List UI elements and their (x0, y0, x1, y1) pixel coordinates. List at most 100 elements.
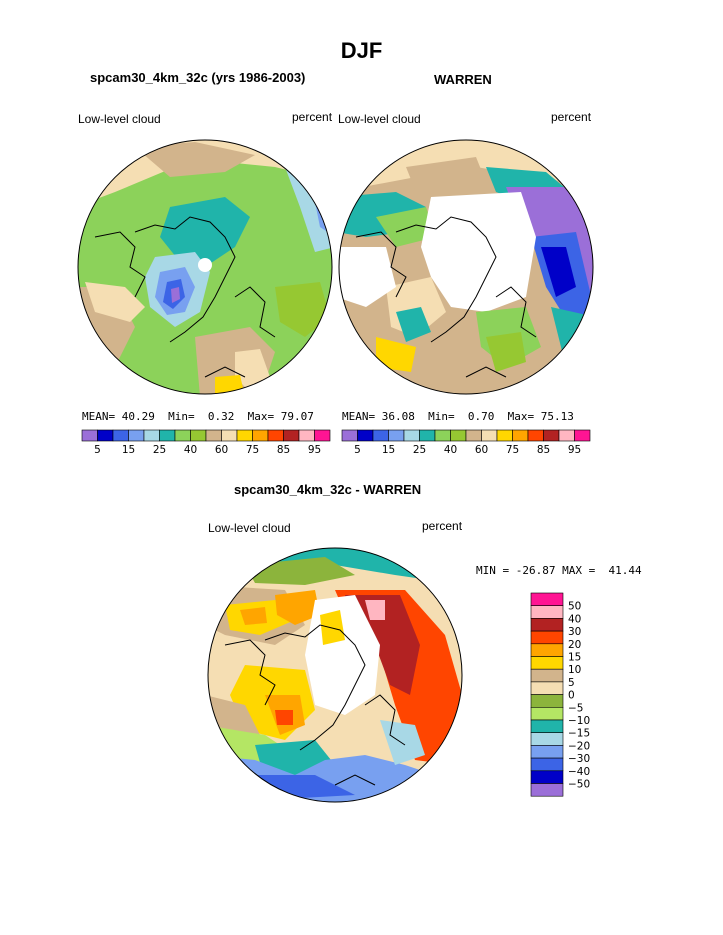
panel2-map-border (338, 139, 594, 395)
panel3-region (240, 607, 267, 625)
panel1-colorbar-box (159, 429, 176, 442)
panel1-left-label: Low-level cloud (78, 112, 161, 126)
panel3-colorbar-box (530, 592, 564, 606)
panel2-region (406, 157, 486, 197)
panel2-title: WARREN (434, 72, 492, 87)
panel1-colorbar-box (298, 429, 315, 442)
panel2-colorbar-box (388, 429, 405, 442)
panel2-colorbar-box (372, 429, 389, 442)
panel1-colorbar-tick-label: 15 (122, 444, 135, 456)
panel3-region (365, 600, 385, 620)
panel1-coastline (134, 216, 276, 378)
panel1-colorbar-box (283, 429, 300, 442)
panel3-colorbar-tick-label: 40 (568, 613, 581, 625)
panel2-colorbar-box (403, 429, 420, 442)
panel3-colorbar-box (530, 618, 564, 632)
panel3-region (275, 590, 320, 625)
panel2-colorbar-box (558, 429, 575, 442)
panel3-colorbar-box (530, 668, 564, 683)
panel3-colorbar-tick-label: 20 (568, 639, 581, 651)
panel3-colorbar-tick-label: 30 (568, 626, 581, 638)
panel1-pole (198, 258, 212, 272)
panel1-region (215, 375, 245, 394)
panel3-colorbar-tick-label: −30 (568, 753, 590, 765)
panel3-colorbar-tick-label: 5 (568, 677, 575, 689)
panel3-stats: MIN = -26.87 MAX = 41.44 (476, 564, 642, 577)
panel3-left-label: Low-level cloud (208, 521, 291, 535)
panel2-region (376, 337, 416, 372)
panel2-colorbar-box (512, 429, 529, 442)
panel1-colorbar-box (128, 429, 145, 442)
main-title: DJF (340, 38, 383, 63)
panel2-colorbar-box (434, 429, 451, 442)
panel2-left-label: Low-level cloud (338, 112, 421, 126)
panel3-colorbar-tick-label: 50 (568, 601, 581, 613)
panel2-region (339, 247, 396, 307)
panel3-title: spcam30_4km_32c - WARREN (234, 482, 422, 497)
panel1-region (160, 197, 250, 267)
panel1-colorbar-tick-label: 25 (153, 444, 166, 456)
panel3-colorbar-tick-label: −15 (568, 728, 590, 740)
panel3-region (275, 710, 293, 725)
panel3-colorbar-tick-label: −50 (568, 779, 590, 791)
panel1-map (77, 139, 333, 395)
panel2-colorbar-tick-label: 75 (506, 444, 519, 456)
panel1-colorbar-tick-label: 85 (277, 444, 290, 456)
panel2-region (396, 307, 431, 342)
panel2-colorbar-tick-label: 95 (568, 444, 581, 456)
panel1-colorbar-box (252, 429, 269, 442)
panel1-right-label: percent (292, 110, 333, 124)
panel1-colorbar-box (205, 429, 222, 442)
panel2-colorbar-tick-label: 40 (444, 444, 457, 456)
panel2-coastline (395, 216, 537, 378)
panel3-map (207, 547, 463, 803)
panel3-right-label: percent (422, 519, 463, 533)
panel1-colorbar-box (174, 429, 191, 442)
panel1-coastline (94, 231, 146, 298)
panel2-colorbar-box (496, 429, 513, 442)
panel2-colorbar-box (481, 429, 498, 442)
panel1-colorbar-tick-label: 5 (94, 444, 101, 456)
panel1-map-border (77, 139, 333, 395)
panel2-colorbar-tick-label: 60 (475, 444, 488, 456)
panel1-colorbar: 5 15 25 40 60 75 85 95 (81, 429, 331, 456)
panel3-coastline (264, 624, 406, 786)
panel2-region (421, 192, 536, 312)
panel2-region (541, 247, 576, 297)
panel1-colorbar-box (112, 429, 129, 442)
panel3-colorbar-tick-label: 0 (568, 690, 575, 702)
panel2-colorbar-box (465, 429, 482, 442)
panel1-colorbar-box (221, 429, 238, 442)
panel1-colorbar-tick-label: 40 (184, 444, 197, 456)
panel1-colorbar-tick-label: 60 (215, 444, 228, 456)
panel1-title: spcam30_4km_32c (yrs 1986-2003) (90, 70, 306, 85)
panel1-colorbar-box (236, 429, 253, 442)
panel2-colorbar: 5 15 25 40 60 75 85 95 (341, 429, 591, 456)
panel2-colorbar-tick-label: 85 (537, 444, 550, 456)
panel2-right-label: percent (551, 110, 592, 124)
panel3-colorbar-tick-label: −40 (568, 766, 590, 778)
panel1-region (171, 287, 180, 303)
panel2-colorbar-box (341, 429, 358, 442)
panel3-colorbar-tick-label: −5 (568, 702, 583, 714)
panel1-colorbar-tick-label: 75 (246, 444, 259, 456)
panel1-region (275, 282, 330, 337)
panel3-coastline (224, 639, 276, 706)
panel2-colorbar-box (419, 429, 436, 442)
panel3-colorbar-box (530, 732, 564, 746)
panel1-region (85, 282, 145, 322)
panel2-colorbar-box (543, 429, 560, 442)
panel3-colorbar-box (530, 783, 564, 797)
panel3-colorbar-box (530, 681, 564, 695)
panel1-colorbar-tick-label: 95 (308, 444, 321, 456)
panel3-colorbar-box (530, 707, 564, 721)
panel2-map (338, 139, 594, 395)
panel3-colorbar-tick-label: −10 (568, 715, 590, 727)
panel1-colorbar-box (81, 429, 98, 442)
panel2-colorbar-box (450, 429, 467, 442)
panel2-colorbar-tick-label: 5 (354, 444, 361, 456)
panel2-stats: MEAN= 36.08 Min= 0.70 Max= 75.13 (342, 410, 574, 423)
panel1-colorbar-box (143, 429, 160, 442)
